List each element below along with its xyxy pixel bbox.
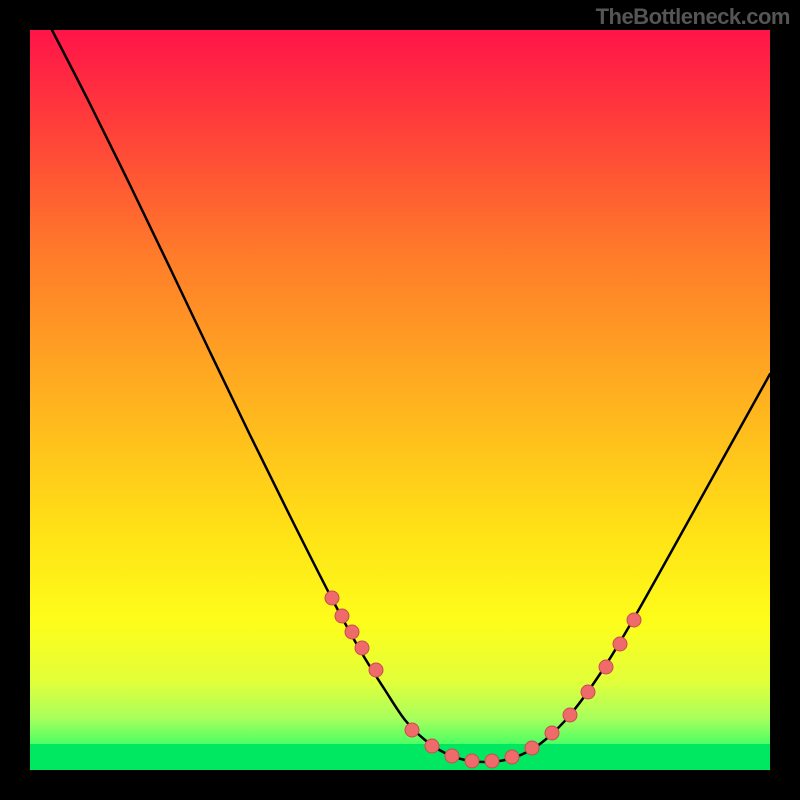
marker-point bbox=[425, 739, 439, 753]
marker-point bbox=[545, 726, 559, 740]
marker-point bbox=[581, 685, 595, 699]
attribution-text: TheBottleneck.com bbox=[596, 4, 790, 30]
marker-point bbox=[325, 591, 339, 605]
marker-point bbox=[345, 625, 359, 639]
chart-frame: TheBottleneck.com bbox=[0, 0, 800, 800]
marker-point bbox=[405, 723, 419, 737]
curve-markers bbox=[325, 591, 641, 768]
marker-point bbox=[599, 660, 613, 674]
plot-area bbox=[30, 30, 770, 770]
marker-point bbox=[485, 754, 499, 768]
marker-point bbox=[465, 754, 479, 768]
bottleneck-curve bbox=[52, 30, 770, 762]
marker-point bbox=[505, 750, 519, 764]
marker-point bbox=[369, 663, 383, 677]
marker-point bbox=[627, 613, 641, 627]
marker-point bbox=[445, 749, 459, 763]
marker-point bbox=[355, 641, 369, 655]
marker-point bbox=[335, 609, 349, 623]
marker-point bbox=[613, 637, 627, 651]
chart-svg bbox=[30, 30, 770, 770]
marker-point bbox=[525, 741, 539, 755]
marker-point bbox=[563, 708, 577, 722]
